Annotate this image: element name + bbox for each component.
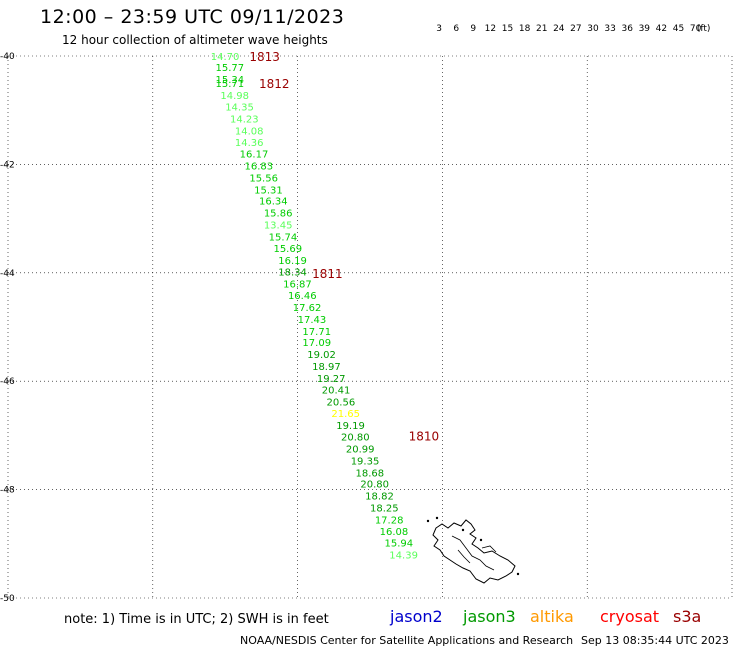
swh-value: 18.34 <box>278 268 307 279</box>
legend-sat-s3a: s3a <box>673 607 702 626</box>
swh-value: 16.87 <box>283 280 312 291</box>
color-scale-unit: (ft) <box>697 24 711 34</box>
swh-value: 14.23 <box>230 114 259 125</box>
swh-value: 20.41 <box>322 385 351 396</box>
pass-time-label: 1812 <box>259 77 290 91</box>
swh-value: 17.09 <box>302 338 331 349</box>
legend-sat-jason3: jason3 <box>463 607 516 626</box>
island-inlet <box>451 535 497 571</box>
swh-value: 15.56 <box>249 173 278 184</box>
altimeter-map: 606366697275-40-42-44-46-48-5014.7015.77… <box>0 50 733 604</box>
color-scale-label: 18 <box>519 24 531 34</box>
lat-tick-label: -46 <box>0 377 15 387</box>
swh-value: 14.98 <box>220 91 249 102</box>
swh-value: 18.68 <box>356 468 385 479</box>
swh-value: 18.97 <box>312 362 341 373</box>
islet <box>426 519 430 523</box>
island-outline <box>432 519 516 584</box>
legend-sat-altika: altika <box>530 607 574 626</box>
swh-value: 16.17 <box>240 150 269 161</box>
color-scale-label: 39 <box>639 24 651 34</box>
color-scale-label: 70 <box>690 24 702 34</box>
color-scale-label: 3 <box>436 24 442 34</box>
lat-tick-label: -40 <box>0 52 15 62</box>
footnote: note: 1) Time is in UTC; 2) SWH is in fe… <box>64 612 329 627</box>
color-scale-label: 42 <box>656 24 667 34</box>
swh-value: 18.82 <box>365 492 394 503</box>
swh-value: 16.46 <box>288 291 317 302</box>
color-scale-label: 45 <box>673 24 684 34</box>
islet <box>461 528 465 532</box>
kerguelen-islands <box>426 516 520 584</box>
swh-value: 18.25 <box>370 503 399 514</box>
swh-value: 16.08 <box>380 527 409 538</box>
color-scale-label: 21 <box>536 24 547 34</box>
color-scale-label: 27 <box>570 24 581 34</box>
swh-value: 17.71 <box>302 327 331 338</box>
swh-value: 14.35 <box>225 102 254 113</box>
credit-line: NOAA/NESDIS Center for Satellite Applica… <box>240 634 574 647</box>
swh-value: 17.28 <box>375 515 404 526</box>
color-scale-label: 12 <box>485 24 496 34</box>
color-scale-label: 9 <box>470 24 476 34</box>
swh-value: 14.36 <box>235 138 264 149</box>
swh-value: 17.43 <box>298 315 327 326</box>
swh-value: 16.83 <box>245 161 274 172</box>
swh-value: 19.02 <box>307 350 336 361</box>
color-scale-label: 6 <box>453 24 459 34</box>
swh-value: 21.65 <box>331 409 360 420</box>
swh-value: 15.71 <box>216 79 245 90</box>
color-scale-label: 36 <box>621 24 633 34</box>
lat-tick-label: -50 <box>0 594 15 604</box>
swh-value: 19.27 <box>317 374 346 385</box>
swh-value: 20.56 <box>327 397 356 408</box>
swh-value: 14.39 <box>389 551 418 562</box>
map-title: 12:00 – 23:59 UTC 09/11/2023 <box>40 6 345 28</box>
swh-value: 20.99 <box>346 444 375 455</box>
swh-value: 20.80 <box>360 480 389 491</box>
color-scale-label: 24 <box>553 24 565 34</box>
color-scale-label: 30 <box>587 24 599 34</box>
legend-sat-jason2: jason2 <box>390 607 443 626</box>
swh-value: 15.34 <box>216 75 245 86</box>
islet <box>516 572 520 576</box>
swh-value: 16.34 <box>259 197 288 208</box>
swh-value: 16.19 <box>278 256 307 267</box>
color-scale-label: 33 <box>604 24 615 34</box>
swh-value: 15.77 <box>216 63 245 74</box>
lat-tick-label: -42 <box>0 160 15 170</box>
lat-tick-label: -44 <box>0 269 15 279</box>
islet <box>435 516 439 520</box>
pass-time-label: 1811 <box>312 267 343 281</box>
color-scale-label: 15 <box>502 24 513 34</box>
swh-value: 15.69 <box>273 244 302 255</box>
lat-tick-label: -48 <box>0 486 15 496</box>
pass-time-label: 1810 <box>409 429 440 443</box>
color-scale-legend: 3 6 9 12 15 18 21 24 27 30 33 36 39 42 45 70(ft) <box>436 24 711 34</box>
map-subtitle: 12 hour collection of altimeter wave hei… <box>62 33 328 47</box>
swh-value: 15.86 <box>264 209 293 220</box>
swh-value: 15.74 <box>269 232 298 243</box>
generated-timestamp: Sep 13 08:35:44 UTC 2023 <box>581 634 729 647</box>
swh-value: 19.35 <box>351 456 380 467</box>
swh-value: 15.94 <box>384 539 413 550</box>
swh-value: 13.45 <box>264 221 293 232</box>
swh-value: 19.19 <box>336 421 365 432</box>
swh-value: 17.62 <box>293 303 322 314</box>
swh-value: 20.80 <box>341 432 370 443</box>
swh-value: 14.08 <box>235 126 264 137</box>
swh-value: 14.70 <box>211 52 240 63</box>
legend-sat-cryosat: cryosat <box>600 607 660 626</box>
islet <box>479 538 483 542</box>
swh-value: 15.31 <box>254 185 283 196</box>
pass-time-label: 1813 <box>249 50 280 64</box>
